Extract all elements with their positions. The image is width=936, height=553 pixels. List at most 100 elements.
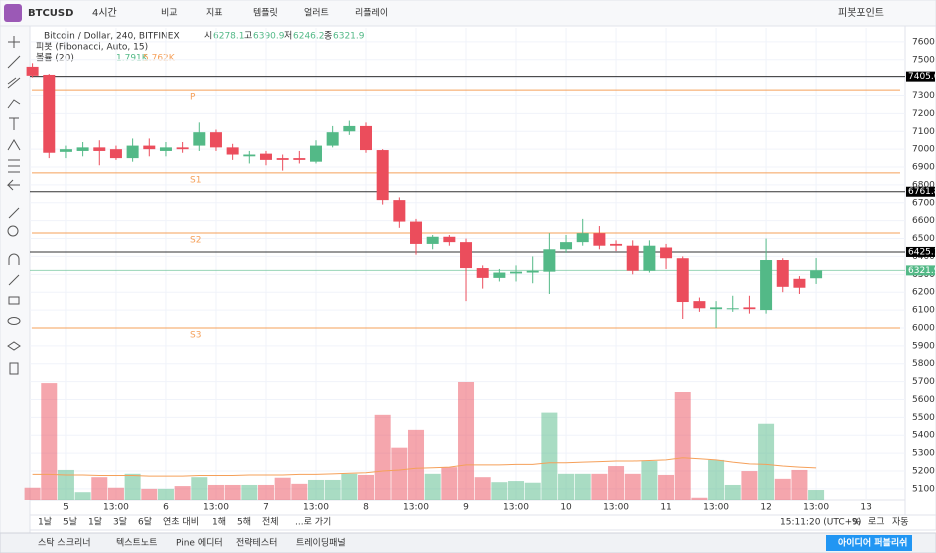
price-label-box bbox=[906, 186, 935, 197]
pivot-label: S3 bbox=[190, 330, 201, 340]
range-button[interactable]: 연초 대비 bbox=[163, 517, 199, 528]
price-label: 6761.8 bbox=[908, 187, 936, 197]
range-button[interactable]: 1달 bbox=[88, 516, 102, 528]
auto-toggle[interactable]: 자동 bbox=[892, 517, 909, 528]
x-tick-label: 13:00 bbox=[603, 503, 629, 513]
candle-body bbox=[393, 200, 406, 222]
y-tick-label: 5600 bbox=[912, 395, 935, 405]
bottom-tab[interactable]: 트레이딩패널 bbox=[296, 538, 346, 549]
publish-button[interactable] bbox=[826, 535, 912, 551]
price-label-box bbox=[906, 265, 935, 276]
candle-body bbox=[293, 158, 306, 160]
volume-bar bbox=[674, 392, 691, 500]
volume-bar bbox=[391, 447, 408, 500]
symbol[interactable]: BTCUSD bbox=[28, 8, 73, 19]
bottom-tab[interactable]: 스탁 스크리너 bbox=[38, 537, 91, 549]
crosshair-tool[interactable] bbox=[8, 36, 20, 48]
legend-title: Bitcoin / Dollar, 240, BITFINEX bbox=[44, 32, 180, 42]
pattern-tool[interactable] bbox=[7, 139, 21, 151]
y-tick-label: 6100 bbox=[912, 306, 935, 316]
candle-body bbox=[743, 307, 756, 310]
percent-toggle[interactable]: % bbox=[852, 518, 861, 528]
bottom-tab[interactable]: Pine 에디터 bbox=[176, 538, 223, 549]
back-tool[interactable] bbox=[6, 179, 20, 191]
toolbar-item[interactable]: 템플릿 bbox=[253, 7, 278, 19]
candle-body bbox=[243, 154, 256, 157]
toolbar-item[interactable]: 얼러트 bbox=[304, 8, 329, 19]
volume-bar bbox=[257, 484, 274, 500]
volume-bar bbox=[741, 471, 758, 500]
visibility-tool[interactable] bbox=[7, 317, 21, 325]
pivot-label: S1 bbox=[190, 175, 201, 185]
x-tick-label: 9 bbox=[463, 503, 469, 513]
y-tick-label: 5700 bbox=[912, 377, 935, 387]
volume-bar bbox=[207, 484, 224, 500]
range-button[interactable]: 6달 bbox=[138, 516, 152, 528]
y-tick-label: 5500 bbox=[912, 413, 935, 423]
text-tool[interactable] bbox=[9, 117, 19, 130]
x-tick-label: 7 bbox=[263, 503, 269, 513]
range-button[interactable]: 1날 bbox=[38, 517, 52, 528]
y-tick-label: 5800 bbox=[912, 359, 935, 369]
volume-bar bbox=[474, 477, 491, 500]
candle-body bbox=[460, 242, 473, 269]
toolbar-item[interactable]: 지표 bbox=[206, 8, 223, 19]
magnet-tool[interactable] bbox=[8, 253, 20, 265]
volume-bar bbox=[558, 473, 575, 500]
bottom-tab[interactable]: 텍스트노트 bbox=[116, 538, 157, 549]
pivot-button[interactable]: 피봇포인트 bbox=[838, 7, 884, 19]
volume-ma-value: 5.762K bbox=[143, 54, 176, 64]
y-tick-label: 7000 bbox=[912, 145, 935, 155]
pivot-label: S2 bbox=[190, 236, 201, 246]
line-tool[interactable] bbox=[7, 55, 21, 69]
candle-body bbox=[676, 258, 689, 303]
volume-bar bbox=[458, 381, 475, 500]
legend-c: 6321.9 bbox=[333, 32, 365, 42]
volume-bar bbox=[291, 483, 308, 500]
y-tick-label: 6200 bbox=[912, 288, 935, 298]
candle-body bbox=[109, 149, 122, 159]
volume-bar bbox=[591, 473, 608, 500]
bottom-tab[interactable]: 전략테스터 bbox=[236, 537, 277, 549]
range-button[interactable]: 1해 bbox=[212, 517, 226, 528]
candle-body bbox=[426, 236, 439, 244]
volume-bar bbox=[408, 429, 425, 500]
volume-bar bbox=[24, 487, 41, 500]
candle-body bbox=[376, 150, 389, 201]
range-button[interactable]: 3달 bbox=[113, 516, 127, 528]
fib-tool[interactable] bbox=[7, 77, 21, 89]
drawings-tool[interactable] bbox=[8, 274, 20, 286]
candle-body bbox=[493, 272, 506, 278]
log-toggle[interactable]: 로그 bbox=[868, 518, 885, 528]
zoom-tool[interactable] bbox=[7, 225, 19, 237]
range-button[interactable]: 5날 bbox=[63, 517, 77, 528]
logo[interactable] bbox=[4, 4, 22, 22]
y-tick-label: 7100 bbox=[912, 127, 935, 137]
legend-l: 6246.2 bbox=[293, 32, 325, 42]
x-tick-label: 13:00 bbox=[103, 503, 129, 513]
pivot-label: P bbox=[190, 93, 196, 103]
volume-bar bbox=[541, 412, 558, 500]
x-tick-label: 13:00 bbox=[303, 503, 329, 513]
layers-tool[interactable] bbox=[7, 341, 21, 351]
volume-bar bbox=[691, 497, 708, 500]
volume-bar bbox=[124, 473, 141, 500]
measure-tool[interactable] bbox=[8, 159, 20, 173]
toolbar-item[interactable]: 리플레이 bbox=[355, 8, 388, 19]
candle-body bbox=[159, 147, 172, 151]
range-button[interactable]: 5해 bbox=[237, 517, 251, 528]
y-tick-label: 7200 bbox=[912, 109, 935, 119]
candle-body bbox=[43, 74, 56, 153]
range-button[interactable]: 전체 bbox=[262, 517, 279, 528]
brush-tool[interactable] bbox=[7, 99, 21, 109]
lock-tool[interactable] bbox=[8, 296, 20, 305]
toolbar-item[interactable]: 비교 bbox=[161, 8, 178, 19]
goto-button[interactable]: ...로 가기 bbox=[295, 517, 331, 528]
ruler-tool[interactable] bbox=[8, 207, 20, 219]
volume-bar bbox=[574, 473, 591, 500]
publish-label[interactable]: 아이디어 퍼블리쉬 bbox=[838, 537, 907, 549]
candle-body bbox=[93, 147, 106, 151]
trash-tool[interactable] bbox=[9, 362, 19, 375]
interval[interactable]: 4시간 bbox=[92, 7, 117, 19]
